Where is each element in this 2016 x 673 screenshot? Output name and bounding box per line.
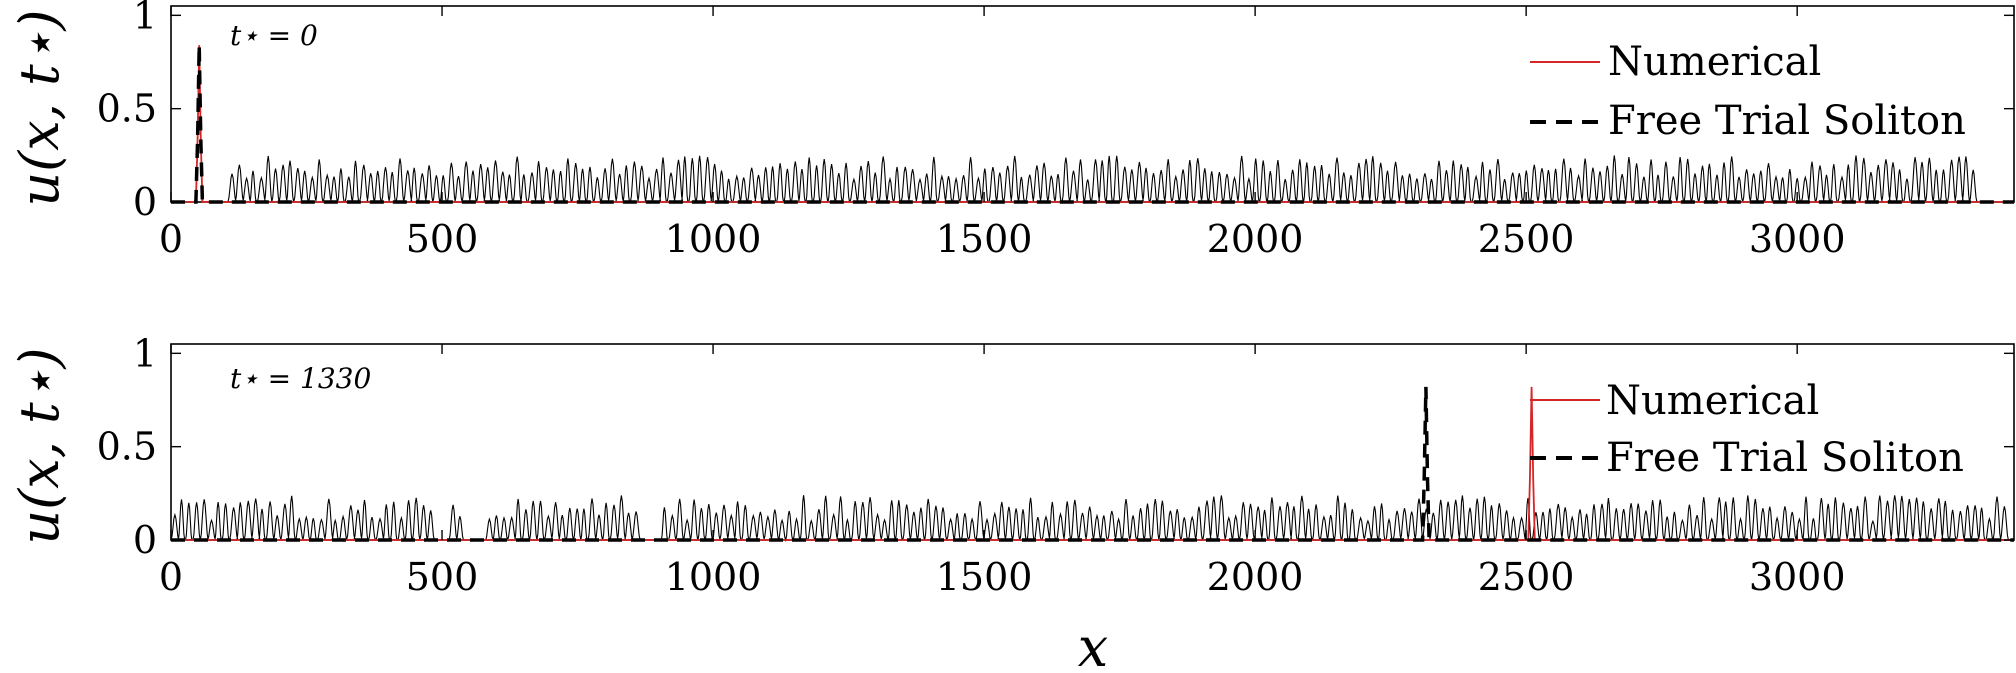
y-tick-label: 0 xyxy=(133,180,157,224)
x-tick-label: 500 xyxy=(406,217,479,261)
x-tick-label: 3000 xyxy=(1749,555,1846,599)
background-wave-line xyxy=(227,155,1978,203)
series-line-trial-soliton xyxy=(171,45,2014,204)
x-tick-label: 2000 xyxy=(1207,217,1304,261)
series-lines xyxy=(171,45,2014,204)
tick-group: 0 500 1000 1500 2000 2500 3000 0 0.5 1 xyxy=(97,0,2014,261)
y-axis-label: u(x, t⋆) xyxy=(8,9,71,206)
y-tick-label: 1 xyxy=(133,0,157,37)
x-tick-label: 1000 xyxy=(665,217,762,261)
x-tick-label: 3000 xyxy=(1749,217,1846,261)
x-tick-label: 0 xyxy=(159,555,183,599)
series-lines xyxy=(171,386,2014,542)
time-annotation: t⋆ = 1330 xyxy=(230,362,371,395)
background-wave xyxy=(170,495,2009,543)
top-panel: 0 500 1000 1500 2000 2500 3000 0 0.5 1 t⋆ = 0 u(x… xyxy=(8,0,2015,261)
x-tick-label: 2500 xyxy=(1478,217,1575,261)
x-tick-label: 2500 xyxy=(1478,555,1575,599)
legend-label-numerical: Numerical xyxy=(1608,39,1821,85)
y-tick-label: 0.5 xyxy=(97,425,157,469)
tick-group: 0 500 1000 1500 2000 2500 3000 0 0.5 1 xyxy=(97,331,2014,599)
x-tick-label: 1500 xyxy=(936,217,1033,261)
background-wave-line xyxy=(170,495,2009,543)
y-axis-label: u(x, t⋆) xyxy=(8,347,71,544)
x-tick-label: 0 xyxy=(159,217,183,261)
x-tick-label: 1500 xyxy=(936,555,1033,599)
legend-label-numerical: Numerical xyxy=(1606,378,1819,424)
background-wave xyxy=(227,155,1978,203)
x-tick-label: 1000 xyxy=(665,555,762,599)
x-axis-label: x xyxy=(1078,616,1108,673)
legend-label-trial-soliton: Free Trial Soliton xyxy=(1606,435,1964,481)
legend: Numerical Free Trial Soliton xyxy=(1530,378,1964,481)
legend-label-trial-soliton: Free Trial Soliton xyxy=(1608,98,1966,144)
time-annotation: t⋆ = 0 xyxy=(230,19,318,52)
series-line-trial-soliton xyxy=(171,386,2014,542)
y-tick-label: 0 xyxy=(133,518,157,562)
x-tick-label: 2000 xyxy=(1207,555,1304,599)
legend: Numerical Free Trial Soliton xyxy=(1530,39,1966,144)
y-tick-label: 0.5 xyxy=(97,87,157,131)
y-tick-label: 1 xyxy=(133,331,157,375)
x-tick-label: 500 xyxy=(406,555,479,599)
